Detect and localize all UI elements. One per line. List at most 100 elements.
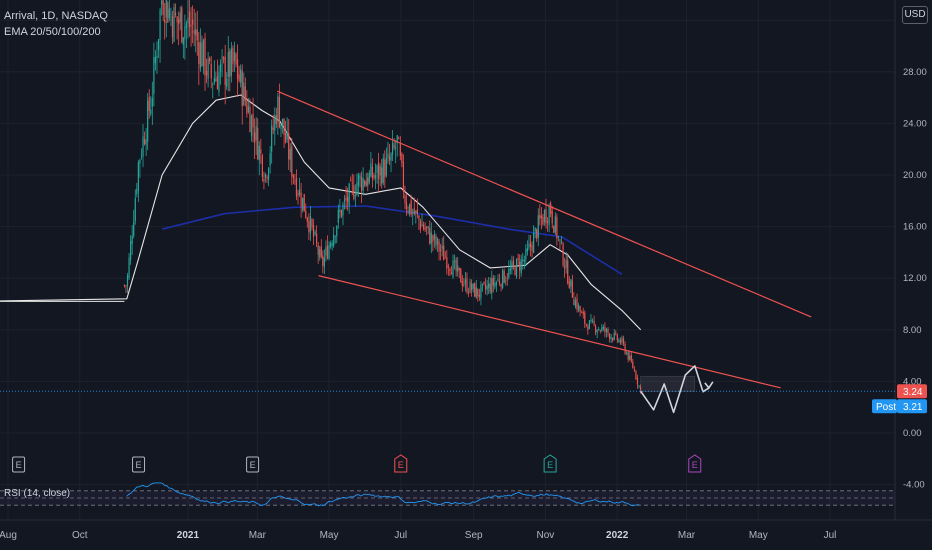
candle-down bbox=[283, 118, 285, 149]
candle-body bbox=[131, 235, 133, 245]
time-tick-label: Aug bbox=[0, 530, 17, 541]
candle-down bbox=[432, 234, 434, 252]
candle-down bbox=[542, 213, 544, 226]
candle-body bbox=[581, 312, 583, 313]
candle-down bbox=[167, 0, 169, 24]
candle-down bbox=[306, 216, 308, 228]
earnings-marker[interactable]: E bbox=[132, 456, 146, 473]
earnings-marker[interactable]: E bbox=[543, 454, 557, 473]
candle-up bbox=[520, 254, 522, 277]
candle-up bbox=[130, 235, 132, 265]
candle-body bbox=[213, 77, 215, 83]
candle-body bbox=[523, 260, 525, 262]
upper-trendline[interactable] bbox=[277, 90, 812, 318]
candle-down bbox=[401, 152, 403, 168]
candle-up bbox=[464, 272, 467, 292]
candle-body bbox=[449, 268, 451, 272]
candle-body bbox=[503, 271, 505, 283]
candle-down bbox=[630, 351, 632, 363]
candle-up bbox=[336, 225, 338, 244]
candle-body bbox=[246, 100, 248, 114]
candle-body bbox=[140, 155, 143, 157]
earnings-marker[interactable]: E bbox=[688, 454, 702, 473]
candle-up bbox=[343, 194, 346, 210]
candle-down bbox=[193, 8, 195, 47]
earnings-marker[interactable]: E bbox=[12, 456, 26, 473]
candle-body bbox=[298, 188, 301, 196]
candle-body bbox=[317, 245, 319, 255]
candle-body bbox=[440, 249, 442, 252]
last-price-tag[interactable] bbox=[897, 384, 927, 399]
candle-body bbox=[243, 82, 245, 105]
candle-body bbox=[481, 283, 484, 286]
candle-up bbox=[182, 36, 184, 59]
projection-path[interactable] bbox=[640, 365, 710, 414]
candle-body bbox=[204, 37, 206, 76]
post-price-tag[interactable] bbox=[897, 399, 927, 414]
lower-trendline[interactable] bbox=[318, 275, 781, 389]
candle-body bbox=[252, 113, 254, 128]
earnings-marker[interactable]: E bbox=[394, 454, 408, 473]
price-tick-label: -4.00 bbox=[903, 480, 925, 491]
candle-down bbox=[371, 158, 374, 188]
candle-body bbox=[337, 209, 339, 223]
candle-up bbox=[323, 249, 325, 275]
candle-body bbox=[390, 153, 392, 161]
candle-body bbox=[339, 210, 341, 213]
candle-body bbox=[474, 283, 476, 297]
candle-body bbox=[635, 371, 637, 379]
post-label-tag[interactable] bbox=[872, 399, 897, 414]
time-tick-label: 2022 bbox=[606, 530, 629, 541]
trendlines[interactable] bbox=[277, 90, 812, 389]
candle-body bbox=[353, 185, 355, 199]
rsi-label[interactable]: RSI (14, close) bbox=[4, 488, 70, 499]
candle-body bbox=[508, 268, 510, 278]
candle-down bbox=[595, 324, 597, 336]
candle-down bbox=[275, 107, 277, 128]
symbol-title[interactable]: Arrival, 1D, NASDAQ bbox=[4, 10, 108, 22]
candle-up bbox=[156, 41, 158, 74]
price-axis[interactable]: 40.0036.0032.0028.0024.0020.0016.0012.00… bbox=[0, 0, 927, 520]
candle-down bbox=[604, 322, 606, 338]
candle-down bbox=[285, 120, 287, 144]
projection-box[interactable] bbox=[640, 375, 696, 393]
candle-down bbox=[636, 374, 639, 389]
earnings-marker-label: E bbox=[398, 460, 404, 470]
candle-body bbox=[261, 155, 263, 177]
time-axis[interactable]: Aug Oct 2021 Mar May Jul Sep Nov 2022 Mar May Jul bbox=[0, 519, 932, 541]
candle-down bbox=[235, 52, 237, 68]
candle-up bbox=[598, 326, 600, 331]
candle-body bbox=[574, 300, 577, 307]
candle-down bbox=[512, 256, 515, 270]
candle-body bbox=[257, 128, 259, 160]
candle-up bbox=[638, 384, 640, 389]
candle-body bbox=[619, 340, 622, 344]
candle-down bbox=[174, 3, 177, 18]
candle-up bbox=[213, 60, 215, 86]
candle-down bbox=[236, 44, 239, 98]
candle-down bbox=[546, 217, 549, 232]
candle-down bbox=[288, 119, 290, 171]
candle-body bbox=[401, 153, 403, 163]
candle-body bbox=[571, 280, 573, 298]
candle-up bbox=[452, 254, 454, 279]
candle-up bbox=[250, 114, 253, 142]
candle-body bbox=[497, 279, 499, 282]
candle-down bbox=[125, 284, 127, 294]
candle-body bbox=[509, 268, 511, 271]
candle-down bbox=[297, 189, 299, 205]
candle-down bbox=[405, 194, 408, 216]
candle-down bbox=[249, 98, 251, 133]
candle-down bbox=[198, 31, 200, 86]
price-projection[interactable] bbox=[640, 365, 714, 414]
candle-body bbox=[560, 241, 563, 243]
ema-indicator-label[interactable]: EMA 20/50/100/200 bbox=[4, 26, 101, 38]
candle-body bbox=[612, 337, 614, 341]
earnings-marker[interactable]: E bbox=[246, 456, 260, 473]
currency-button[interactable]: USD bbox=[902, 6, 928, 24]
candle-up bbox=[309, 206, 312, 241]
candle-up bbox=[269, 146, 271, 174]
post-label: Post bbox=[876, 402, 896, 413]
